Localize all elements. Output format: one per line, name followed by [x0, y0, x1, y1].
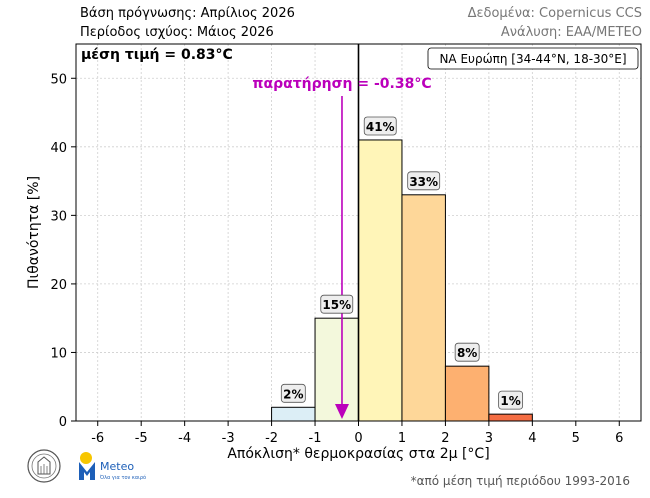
region-box: [427, 47, 639, 70]
histogram-bar: [401, 194, 446, 422]
logos: Meteo Όλα για τον καιρό: [26, 448, 166, 492]
footnote: *από μέση τιμή περιόδου 1993-2016: [410, 474, 630, 488]
bar-value-box: [498, 390, 524, 410]
x-tick-label: 1: [398, 431, 406, 446]
bar-value-label: 33%: [409, 175, 438, 189]
meteo-logo-tagline: Όλα για τον καιρό: [99, 474, 146, 481]
academy-seal-logo: [27, 449, 61, 483]
bar-value-label: 15%: [322, 298, 351, 312]
data-source-label: Δεδομένα: Copernicus CCS: [467, 6, 642, 21]
forecast-base-label: Βάση πρόγνωσης: Απρίλιος 2026: [80, 6, 295, 21]
x-tick-label: 4: [528, 431, 536, 446]
y-tick-label: 0: [59, 415, 67, 430]
bar-value-label: 1%: [500, 394, 520, 408]
histogram-bar: [488, 413, 533, 422]
x-tick-label: -1: [309, 431, 322, 446]
meteo-logo: Meteo Όλα για τον καιρό: [79, 452, 146, 481]
bar-value-box: [320, 294, 354, 314]
bar-value-box: [280, 383, 306, 403]
y-tick-label: 50: [50, 72, 67, 87]
y-tick-label: 20: [50, 278, 67, 293]
histogram-bar: [271, 406, 316, 422]
histogram-bar: [358, 139, 403, 422]
histogram-bar: [444, 365, 490, 422]
bar-value-box: [454, 342, 480, 362]
y-tick-label: 10: [50, 346, 67, 361]
x-tick-label: 5: [572, 431, 580, 446]
x-tick-label: -3: [222, 431, 235, 446]
analysis-label: Ανάλυση: ΕΑΑ/METEO: [500, 25, 642, 40]
y-tick-label: 30: [50, 209, 67, 224]
x-tick-label: 2: [441, 431, 449, 446]
x-tick-label: -6: [91, 431, 104, 446]
bar-value-label: 8%: [457, 346, 477, 360]
x-tick-label: 0: [354, 431, 362, 446]
meteo-logo-text: Meteo: [100, 460, 134, 473]
x-tick-label: 3: [485, 431, 493, 446]
bar-value-box: [407, 171, 441, 191]
mean-value-label: μέση τιμή = 0.83°C: [81, 47, 233, 63]
y-tick-label: 40: [50, 141, 67, 156]
y-axis-label: Πιθανότητα [%]: [26, 176, 42, 289]
x-tick-label: -2: [265, 431, 278, 446]
x-tick-label: -5: [135, 431, 148, 446]
bar-value-label: 2%: [283, 387, 303, 401]
bar-value-box: [363, 116, 397, 136]
bar-value-label: 41%: [366, 120, 395, 134]
x-axis-label: Απόκλιση* θερμοκρασίας στα 2μ [°C]: [227, 446, 489, 462]
observation-arrowhead: [334, 404, 349, 419]
x-tick-label: -4: [178, 431, 191, 446]
region-label: ΝΑ Ευρώπη [34-44°N, 18-30°E]: [439, 52, 626, 66]
validity-period-label: Περίοδος ισχύος: Μάιος 2026: [80, 25, 274, 40]
observation-label: παρατήρηση = -0.38°C: [252, 76, 431, 92]
x-tick-label: 6: [615, 431, 623, 446]
